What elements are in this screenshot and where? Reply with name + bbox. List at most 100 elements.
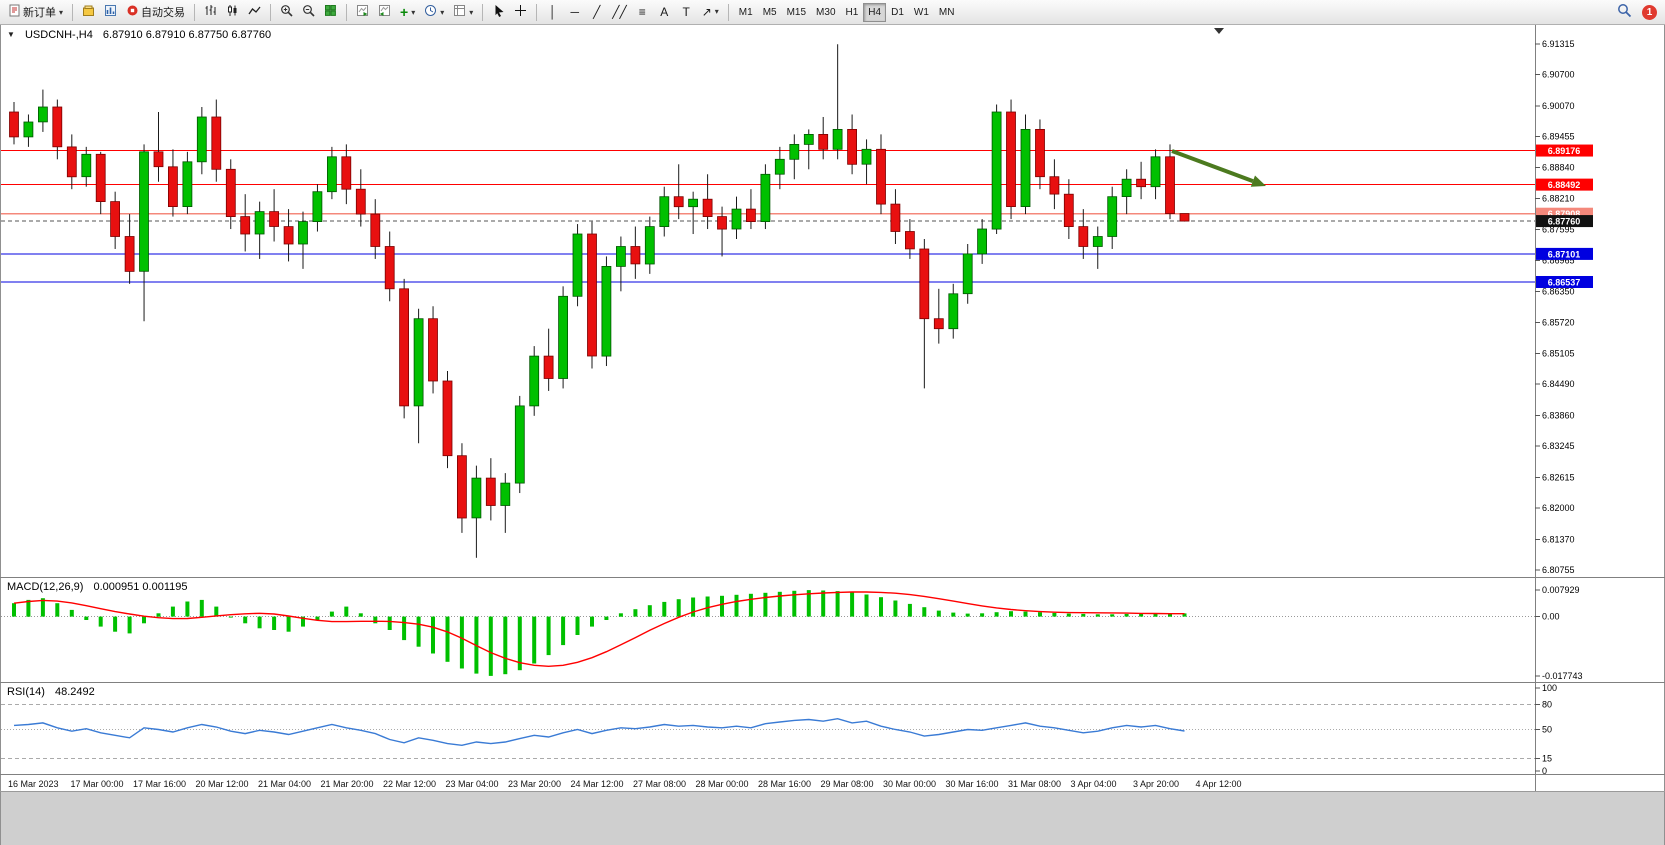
svg-text:28 Mar 16:00: 28 Mar 16:00 bbox=[758, 779, 811, 789]
indicators-plus-icon: + bbox=[400, 4, 409, 20]
periods-clock-icon bbox=[424, 4, 437, 20]
svg-text:0.00: 0.00 bbox=[1542, 612, 1560, 622]
chart-ohlc-values: 6.87910 6.87910 6.87750 6.87760 bbox=[102, 29, 272, 41]
svg-text:29 Mar 08:00: 29 Mar 08:00 bbox=[821, 779, 874, 789]
svg-text:6.82615: 6.82615 bbox=[1542, 472, 1575, 482]
svg-text:6.91315: 6.91315 bbox=[1542, 39, 1575, 49]
search-icon bbox=[1617, 3, 1632, 21]
timeframe-button-w1[interactable]: W1 bbox=[909, 3, 934, 22]
auto-scroll-button[interactable] bbox=[374, 2, 395, 23]
svg-text:6.88210: 6.88210 bbox=[1542, 194, 1575, 204]
line-chart-button[interactable] bbox=[244, 2, 265, 23]
rsi-value: 48.2492 bbox=[54, 686, 95, 698]
data-window-icon bbox=[104, 4, 117, 20]
macd-label: MACD(12,26,9) bbox=[7, 581, 84, 593]
bar-chart-button[interactable] bbox=[200, 2, 221, 23]
text-tool-button[interactable]: A bbox=[654, 2, 675, 23]
text-tool-icon: A bbox=[660, 5, 669, 19]
svg-text:50: 50 bbox=[1542, 725, 1552, 735]
toolbar-separator bbox=[346, 3, 348, 21]
chart-collapse-icon[interactable]: ▼ bbox=[7, 30, 15, 39]
dropdown-icon: ▾ bbox=[714, 7, 719, 16]
svg-text:6.87908: 6.87908 bbox=[1548, 209, 1581, 219]
svg-text:6.88840: 6.88840 bbox=[1542, 162, 1575, 172]
svg-text:6.83245: 6.83245 bbox=[1542, 441, 1575, 451]
macd-values: 0.000951 0.001195 bbox=[93, 581, 188, 593]
toolbar-separator bbox=[727, 3, 729, 21]
timeframe-button-m15[interactable]: M15 bbox=[782, 3, 811, 22]
crosshair-button[interactable] bbox=[510, 2, 531, 23]
svg-text:20 Mar 12:00: 20 Mar 12:00 bbox=[196, 779, 249, 789]
templates-button[interactable]: ▾ bbox=[449, 2, 477, 23]
toolbar-separator bbox=[482, 3, 484, 21]
auto-trading-label: 自动交易 bbox=[141, 7, 186, 19]
auto-trading-icon bbox=[126, 4, 139, 20]
svg-text:3 Apr 20:00: 3 Apr 20:00 bbox=[1133, 779, 1179, 789]
bar-chart-icon bbox=[204, 4, 217, 20]
svg-text:6.90700: 6.90700 bbox=[1542, 70, 1575, 80]
candlestick-chart-button[interactable] bbox=[222, 2, 243, 23]
cursor-button[interactable] bbox=[488, 2, 509, 23]
zoom-out-button[interactable] bbox=[298, 2, 319, 23]
channel-icon: ╱╱ bbox=[612, 5, 627, 19]
tile-windows-button[interactable] bbox=[320, 2, 341, 23]
svg-text:6.86965: 6.86965 bbox=[1542, 256, 1575, 266]
candlestick-chart-icon bbox=[226, 4, 239, 20]
cursor-icon bbox=[492, 4, 505, 20]
timeframe-button-d1[interactable]: D1 bbox=[886, 3, 909, 22]
channel-tool-button[interactable]: ╱╱ bbox=[608, 2, 630, 23]
timeframe-button-h1[interactable]: H1 bbox=[841, 3, 864, 22]
trendline-icon: ╱ bbox=[593, 5, 601, 19]
line-chart-icon bbox=[248, 4, 261, 20]
rsi-label-row: RSI(14) 48.2492 bbox=[7, 686, 95, 698]
zoom-out-icon bbox=[302, 4, 315, 20]
dropdown-icon: ▾ bbox=[469, 7, 474, 17]
rsi-label: RSI(14) bbox=[7, 686, 45, 698]
svg-text:17 Mar 16:00: 17 Mar 16:00 bbox=[133, 779, 186, 789]
svg-text:23 Mar 04:00: 23 Mar 04:00 bbox=[446, 779, 499, 789]
timeframe-button-h4[interactable]: H4 bbox=[863, 2, 887, 22]
svg-text:21 Mar 04:00: 21 Mar 04:00 bbox=[258, 779, 311, 789]
chart-symbol-row: ▼ USDCNH-,H4 6.87910 6.87910 6.87750 6.8… bbox=[7, 29, 271, 41]
svg-text:30 Mar 00:00: 30 Mar 00:00 bbox=[883, 779, 936, 789]
trendline-tool-button[interactable]: ╱ bbox=[586, 2, 607, 23]
vertical-line-tool-button[interactable]: │ bbox=[542, 2, 563, 23]
dropdown-icon: ▾ bbox=[59, 7, 64, 17]
toolbar-separator bbox=[194, 3, 196, 21]
notification-badge[interactable]: 1 bbox=[1642, 4, 1657, 20]
svg-text:22 Mar 12:00: 22 Mar 12:00 bbox=[383, 779, 436, 789]
chart-shift-button[interactable] bbox=[352, 2, 373, 23]
periods-button[interactable]: ▾ bbox=[420, 2, 448, 23]
dropdown-icon: ▾ bbox=[440, 7, 445, 17]
fibonacci-tool-button[interactable]: ≡ bbox=[632, 2, 653, 23]
svg-text:0: 0 bbox=[1542, 766, 1547, 776]
timeframe-button-m5[interactable]: M5 bbox=[758, 3, 782, 22]
svg-text:6.87760: 6.87760 bbox=[1548, 217, 1581, 227]
auto-trading-button[interactable]: 自动交易 bbox=[122, 2, 189, 23]
arrows-tool-button[interactable]: ↗ ▾ bbox=[698, 2, 723, 23]
timeframe-button-m30[interactable]: M30 bbox=[811, 3, 840, 22]
data-window-button[interactable] bbox=[100, 2, 121, 23]
toolbar-right: 1 bbox=[1613, 2, 1661, 23]
new-order-button[interactable]: 新订单 ▾ bbox=[4, 2, 67, 23]
zoom-in-button[interactable] bbox=[276, 2, 297, 23]
svg-text:6.80755: 6.80755 bbox=[1542, 565, 1575, 575]
search-button[interactable] bbox=[1613, 2, 1636, 23]
svg-text:23 Mar 20:00: 23 Mar 20:00 bbox=[508, 779, 561, 789]
svg-text:6.87101: 6.87101 bbox=[1548, 249, 1581, 259]
profiles-button[interactable] bbox=[78, 2, 99, 23]
svg-text:4 Apr 12:00: 4 Apr 12:00 bbox=[1196, 779, 1242, 789]
svg-text:80: 80 bbox=[1542, 700, 1552, 710]
timeframe-group: M1 M5 M15 M30 H1 H4 D1 W1 MN bbox=[734, 2, 960, 22]
svg-text:24 Mar 12:00: 24 Mar 12:00 bbox=[571, 779, 624, 789]
timeframe-button-mn[interactable]: MN bbox=[934, 3, 960, 22]
svg-text:6.81370: 6.81370 bbox=[1542, 534, 1575, 544]
svg-text:28 Mar 00:00: 28 Mar 00:00 bbox=[696, 779, 749, 789]
timeframe-button-m1[interactable]: M1 bbox=[734, 3, 758, 22]
svg-text:27 Mar 08:00: 27 Mar 08:00 bbox=[633, 779, 686, 789]
indicators-button[interactable]: + ▾ bbox=[396, 2, 419, 23]
svg-text:100: 100 bbox=[1542, 683, 1557, 693]
horizontal-line-tool-button[interactable]: ─ bbox=[564, 2, 585, 23]
label-tool-button[interactable]: T bbox=[676, 2, 697, 23]
